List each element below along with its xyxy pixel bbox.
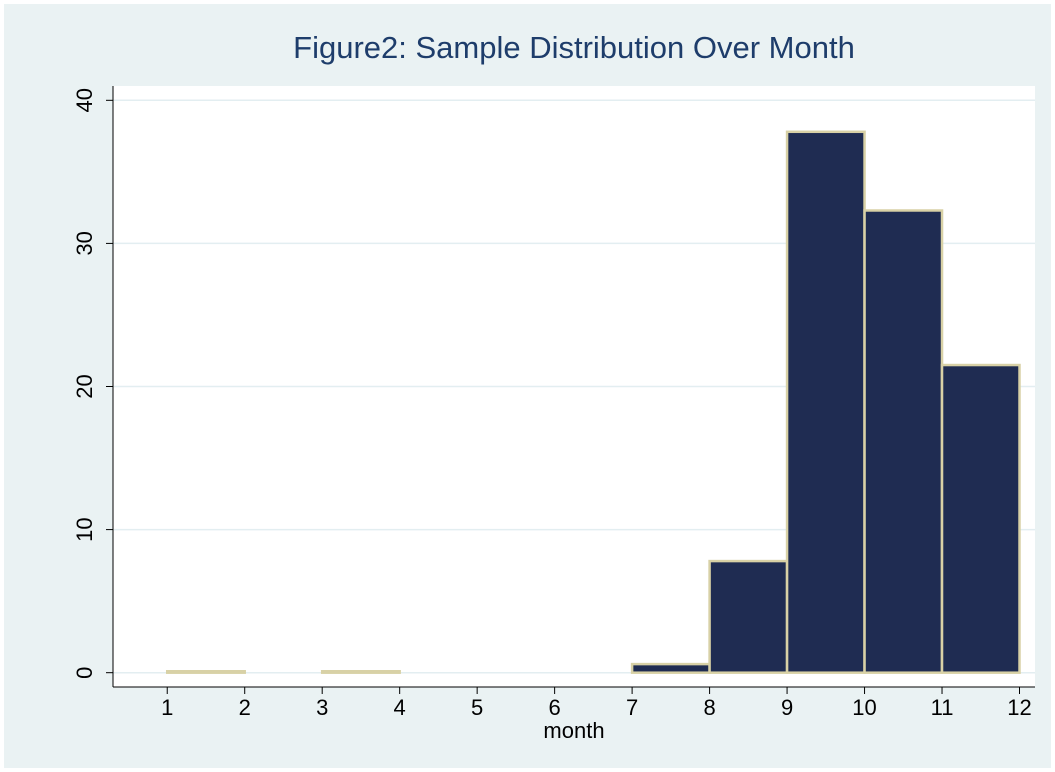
x-tick-label: 6 — [549, 695, 561, 720]
y-tick-label: 10 — [72, 517, 97, 541]
y-tick-label: 20 — [72, 374, 97, 398]
chart-title: Figure2: Sample Distribution Over Month — [293, 30, 855, 65]
bar — [708, 559, 789, 674]
x-tick-label: 10 — [852, 695, 876, 720]
x-tick-label: 12 — [1007, 695, 1031, 720]
x-tick-label: 2 — [239, 695, 251, 720]
bar — [320, 670, 401, 674]
x-tick-label: 8 — [703, 695, 715, 720]
y-tick-label: 0 — [72, 667, 97, 679]
x-tick-label: 1 — [161, 695, 173, 720]
bar — [630, 662, 711, 674]
x-tick-label: 7 — [626, 695, 638, 720]
x-tick-label: 3 — [316, 695, 328, 720]
x-axis-label: month — [543, 718, 604, 743]
x-tick-label: 11 — [931, 695, 954, 720]
x-tick-label: 9 — [781, 695, 793, 720]
bar — [940, 363, 1021, 674]
bar — [863, 209, 944, 674]
x-tick-label: 4 — [394, 695, 406, 720]
bar — [785, 130, 866, 674]
y-tick-label: 30 — [72, 231, 97, 255]
y-tick-label: 40 — [72, 88, 97, 112]
x-tick-label: 5 — [471, 695, 483, 720]
bar — [165, 670, 246, 674]
